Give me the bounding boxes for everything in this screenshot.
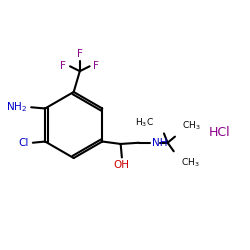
Text: CH$_3$: CH$_3$ — [182, 119, 201, 132]
Text: NH: NH — [152, 138, 168, 148]
Text: Cl: Cl — [19, 138, 29, 148]
Text: H$_3$C: H$_3$C — [135, 117, 154, 129]
Text: CH$_3$: CH$_3$ — [181, 156, 200, 169]
Text: F: F — [60, 61, 66, 71]
Text: F: F — [93, 61, 99, 71]
Text: F: F — [77, 49, 83, 59]
Text: NH$_2$: NH$_2$ — [6, 100, 27, 114]
Text: OH: OH — [114, 160, 130, 170]
Text: HCl: HCl — [208, 126, 230, 139]
